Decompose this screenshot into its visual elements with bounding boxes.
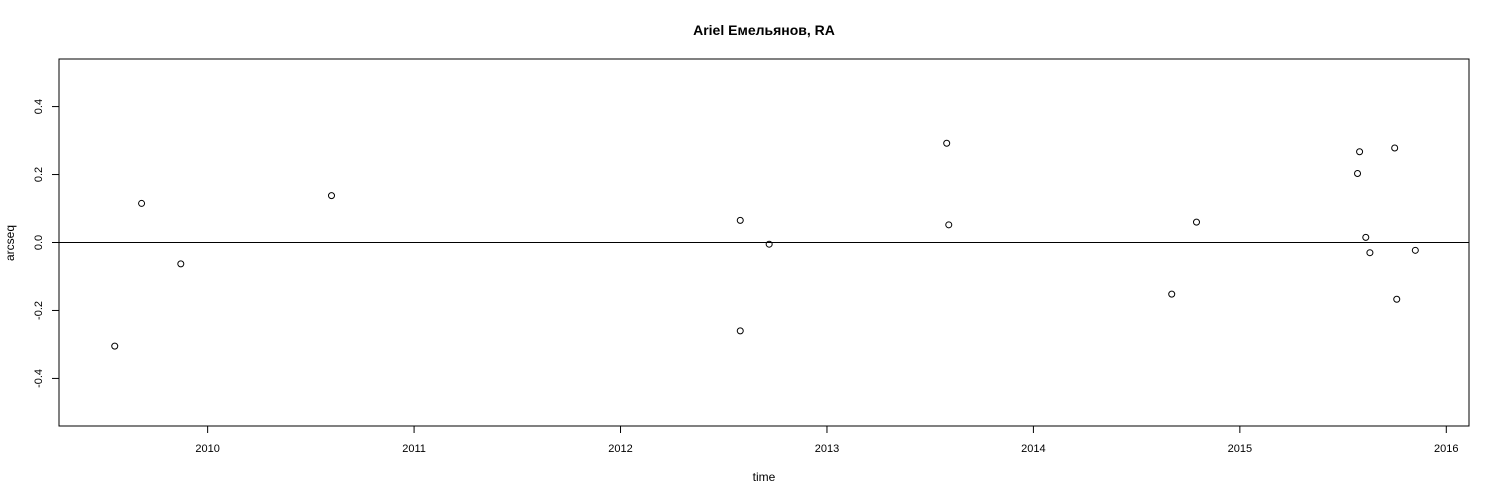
y-tick-label: -0.4 <box>33 369 45 388</box>
x-tick-label: 2014 <box>1021 443 1045 455</box>
x-tick-label: 2016 <box>1434 443 1458 455</box>
x-axis-label: time <box>753 470 776 484</box>
data-point <box>736 327 744 335</box>
data-point <box>1362 233 1370 241</box>
data-points <box>111 139 1419 350</box>
x-tick-label: 2013 <box>815 443 839 455</box>
data-point <box>736 216 744 224</box>
data-point <box>945 221 953 229</box>
x-tick-label: 2015 <box>1228 443 1252 455</box>
x-tick-label: 2010 <box>195 443 219 455</box>
y-tick-label: 0.2 <box>33 167 45 182</box>
x-tick-label: 2012 <box>608 443 632 455</box>
data-point <box>765 240 773 248</box>
data-point <box>1391 144 1399 152</box>
x-axis: 2010 2011 2012 2013 2014 2015 2016 <box>195 425 1459 455</box>
data-point <box>1354 170 1362 178</box>
chart-title: Ariel Емельянов, RA <box>693 22 835 38</box>
data-point <box>1356 148 1364 156</box>
data-point <box>177 260 185 268</box>
data-point <box>328 192 336 200</box>
y-tick-label: 0.0 <box>33 235 45 250</box>
y-axis: -0.4 -0.2 0.0 0.2 0.4 <box>33 99 60 388</box>
data-point <box>1393 295 1401 303</box>
data-point <box>111 342 119 350</box>
data-point <box>1366 249 1374 257</box>
data-point <box>943 139 951 147</box>
y-axis-label: arcseq <box>3 225 17 261</box>
data-point <box>1192 218 1200 226</box>
data-point <box>138 199 146 207</box>
x-tick-label: 2011 <box>402 443 426 455</box>
y-tick-label: -0.2 <box>33 301 45 320</box>
data-point <box>1168 290 1176 298</box>
y-tick-label: 0.4 <box>33 99 45 114</box>
data-point <box>1411 246 1419 254</box>
